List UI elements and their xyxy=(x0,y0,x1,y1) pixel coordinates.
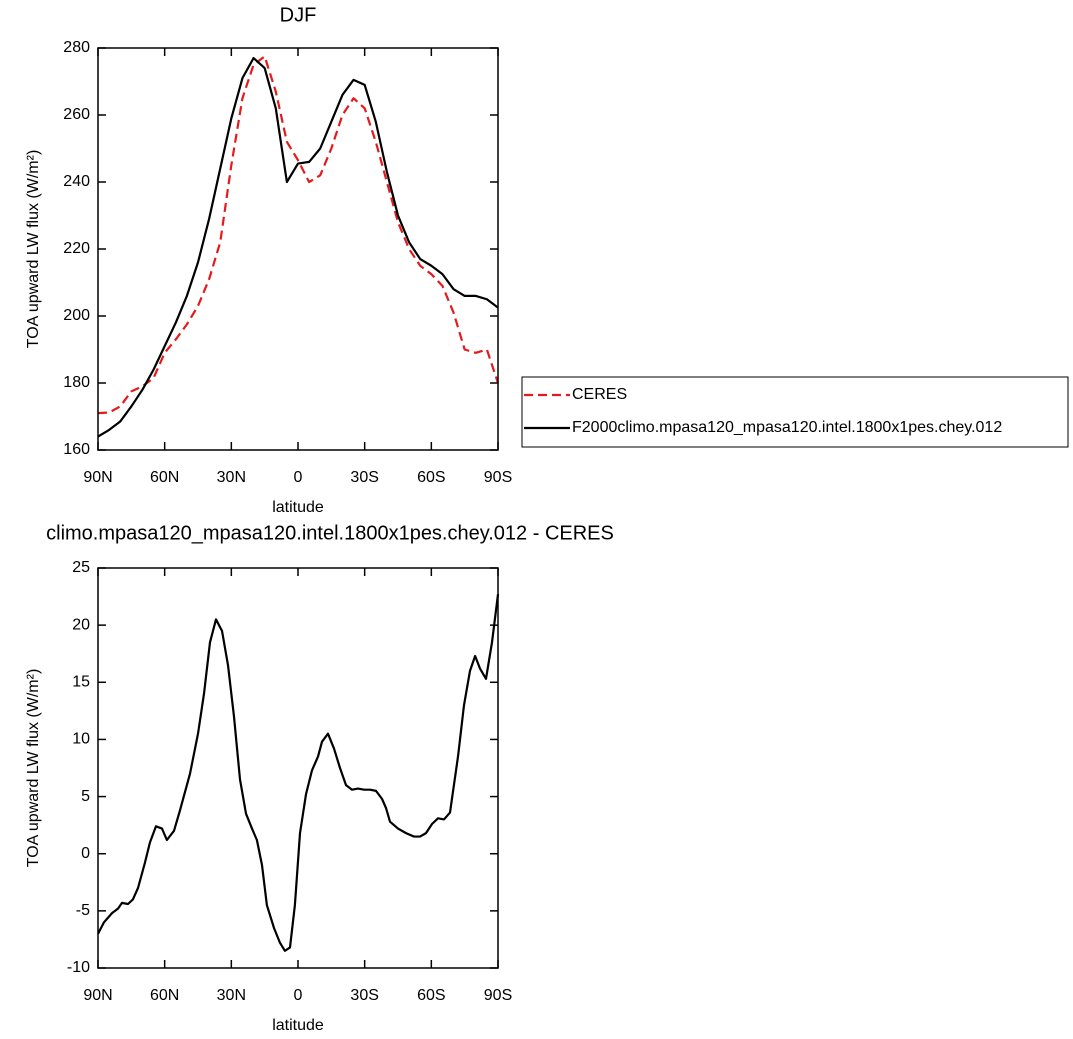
y-tick-label: 25 xyxy=(72,559,90,576)
x-axis-label: latitude xyxy=(272,499,324,516)
y-tick-label: 0 xyxy=(81,845,90,862)
x-tick-label: 0 xyxy=(294,469,303,486)
x-tick-label: 30S xyxy=(350,987,378,1004)
y-tick-label: 160 xyxy=(63,441,90,458)
line-series xyxy=(97,56,499,438)
line-series xyxy=(97,55,500,415)
legend-label: CERES xyxy=(572,386,627,403)
y-tick-label: -10 xyxy=(67,959,90,976)
x-tick-label: 0 xyxy=(294,987,303,1004)
y-tick-label: 180 xyxy=(63,374,90,391)
legend-box xyxy=(521,376,1069,448)
y-tick-label: 10 xyxy=(72,731,90,748)
chart-title: DJF xyxy=(280,4,317,26)
x-tick-label: 60S xyxy=(417,469,445,486)
chart-title: climo.mpasa120_mpasa120.intel.1800x1pes.… xyxy=(46,522,614,544)
x-axis-label: latitude xyxy=(272,1017,324,1034)
x-tick-label: 30N xyxy=(217,469,246,486)
y-axis-label: TOA upward LW flux (W/m²) xyxy=(25,669,42,868)
y-tick-label: -5 xyxy=(76,902,90,919)
line-series xyxy=(97,594,500,952)
y-tick-label: 5 xyxy=(81,788,90,805)
x-tick-label: 60S xyxy=(417,987,445,1004)
x-tick-label: 60N xyxy=(150,469,179,486)
x-tick-label: 30N xyxy=(217,987,246,1004)
plot-frame xyxy=(97,567,499,969)
y-tick-label: 220 xyxy=(63,240,90,257)
x-tick-label: 90N xyxy=(83,469,112,486)
y-tick-label: 280 xyxy=(63,39,90,56)
x-tick-label: 90S xyxy=(484,987,512,1004)
plot-frame xyxy=(97,47,499,451)
y-tick-label: 260 xyxy=(63,106,90,123)
x-tick-label: 90N xyxy=(83,987,112,1004)
y-tick-label: 240 xyxy=(63,173,90,190)
y-tick-label: 15 xyxy=(72,674,90,691)
x-tick-label: 90S xyxy=(484,469,512,486)
legend-label: F2000climo.mpasa120_mpasa120.intel.1800x… xyxy=(572,419,1002,436)
y-axis-label: TOA upward LW flux (W/m²) xyxy=(25,150,42,349)
y-tick-label: 200 xyxy=(63,307,90,324)
x-tick-label: 30S xyxy=(350,469,378,486)
x-tick-label: 60N xyxy=(150,987,179,1004)
y-tick-label: 20 xyxy=(72,616,90,633)
